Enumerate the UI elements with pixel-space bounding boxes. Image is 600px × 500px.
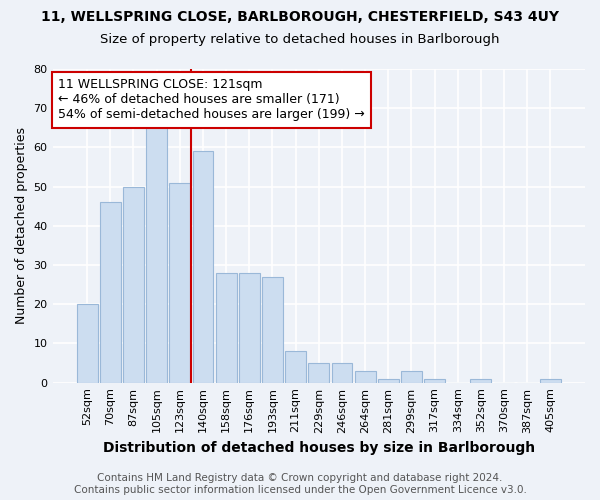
Bar — [123, 186, 144, 382]
Bar — [285, 352, 306, 382]
X-axis label: Distribution of detached houses by size in Barlborough: Distribution of detached houses by size … — [103, 441, 535, 455]
Bar — [355, 371, 376, 382]
Y-axis label: Number of detached properties: Number of detached properties — [15, 128, 28, 324]
Bar — [378, 379, 398, 382]
Bar — [401, 371, 422, 382]
Text: 11, WELLSPRING CLOSE, BARLBOROUGH, CHESTERFIELD, S43 4UY: 11, WELLSPRING CLOSE, BARLBOROUGH, CHEST… — [41, 10, 559, 24]
Bar — [239, 273, 260, 382]
Bar — [262, 277, 283, 382]
Bar — [470, 379, 491, 382]
Bar — [169, 182, 190, 382]
Bar — [424, 379, 445, 382]
Text: 11 WELLSPRING CLOSE: 121sqm
← 46% of detached houses are smaller (171)
54% of se: 11 WELLSPRING CLOSE: 121sqm ← 46% of det… — [58, 78, 365, 122]
Bar — [146, 124, 167, 382]
Bar — [77, 304, 98, 382]
Bar — [540, 379, 561, 382]
Bar — [193, 152, 214, 382]
Text: Size of property relative to detached houses in Barlborough: Size of property relative to detached ho… — [100, 32, 500, 46]
Bar — [332, 363, 352, 382]
Text: Contains HM Land Registry data © Crown copyright and database right 2024.
Contai: Contains HM Land Registry data © Crown c… — [74, 474, 526, 495]
Bar — [100, 202, 121, 382]
Bar — [216, 273, 236, 382]
Bar — [308, 363, 329, 382]
